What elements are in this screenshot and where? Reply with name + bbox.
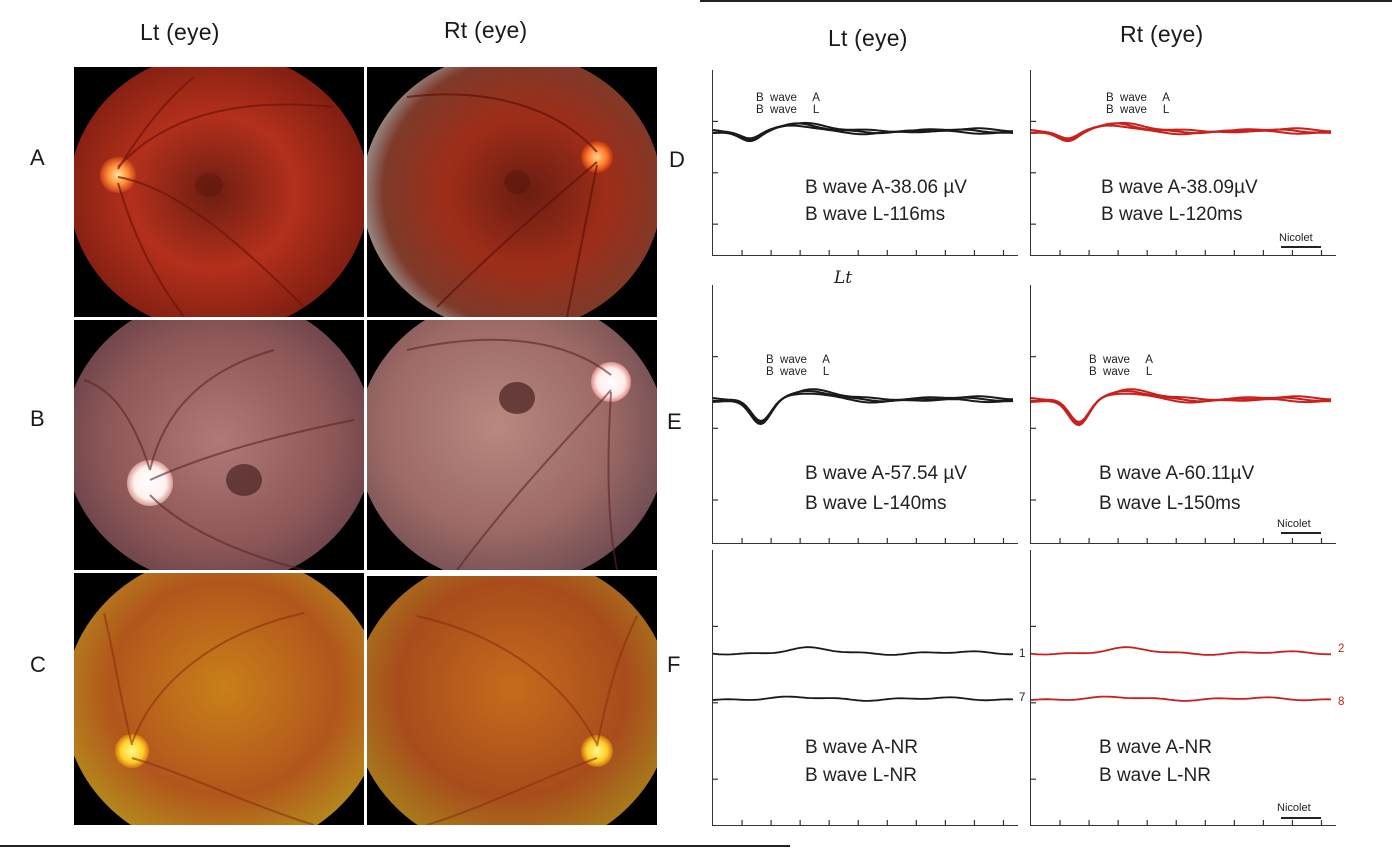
erg-trace: [712, 625, 1014, 825]
b-wave-latency-marker: B wave L: [1106, 104, 1170, 116]
erg-panel-e-left: B wave A B wave L B wave A-57.54 µV B wa…: [712, 285, 1018, 544]
b-wave-latency-marker: B wave L: [756, 104, 820, 116]
fundus-photo-a-left: [74, 67, 364, 317]
b-wave-amplitude: B wave A-NR: [805, 737, 918, 758]
row-label-a: A: [30, 145, 45, 170]
channel-label-top: 2: [1338, 643, 1345, 655]
erg-waveform: [1030, 388, 1332, 424]
erg-waveform: [1030, 646, 1332, 656]
b-wave-amplitude: B wave A-57.54 µV: [805, 463, 967, 484]
erg-trace: [1030, 356, 1332, 543]
channel-label-top: 1: [1019, 648, 1026, 660]
fundus-photo-b-left: [74, 320, 364, 570]
row-label-f: F: [667, 652, 681, 677]
fundus-photo-b-right: [367, 320, 657, 570]
row-label-c: C: [30, 652, 46, 677]
erg-trace: [1030, 625, 1332, 825]
erg-waveform: [712, 646, 1014, 656]
row-label-d: D: [669, 147, 685, 172]
erg-waveform: [712, 392, 1013, 426]
erg-waveform: [712, 695, 1014, 702]
scale-label: Nicolet: [1277, 802, 1311, 814]
b-wave-amplitude: B wave A-38.09µV: [1101, 177, 1258, 198]
b-wave-amplitude-marker: B wave A: [1089, 354, 1153, 366]
erg-waveform: [712, 388, 1014, 423]
erg-trace: [712, 356, 1014, 543]
erg-waveform: [712, 390, 1014, 425]
fundus-right-eye-header: Rt (eye): [444, 17, 528, 43]
b-wave-amplitude: B wave A-38.06 µV: [805, 177, 967, 198]
handwritten-note: Lt: [834, 268, 853, 288]
scale-label: Nicolet: [1279, 232, 1313, 244]
b-wave-latency: B wave L-150ms: [1099, 493, 1241, 514]
b-wave-amplitude-marker: B wave A: [766, 354, 830, 366]
erg-panel-d-right: B wave A B wave L B wave A-38.09µV B wav…: [1030, 70, 1336, 256]
b-wave-amplitude: B wave A-60.11µV: [1099, 463, 1255, 484]
erg-trace: [1030, 120, 1332, 255]
row-label-b: B: [30, 406, 45, 431]
erg-panel-e-right: B wave A B wave L B wave A-60.11µV B wav…: [1030, 285, 1336, 544]
erg-panel-f-right: 2 8 B wave A-NR B wave L-NR Nicolet: [1030, 550, 1344, 826]
b-wave-latency-marker: B wave L: [1089, 366, 1153, 378]
fundus-photo-c-left: [74, 573, 364, 825]
b-wave-amplitude-marker: B wave A: [1106, 92, 1170, 104]
fundus-left-eye-header: Lt (eye): [140, 19, 220, 45]
b-wave-amplitude: B wave A-NR: [1099, 737, 1212, 758]
erg-waveform: [712, 124, 1014, 143]
b-wave-latency: B wave L-140ms: [805, 493, 947, 514]
fundus-photo-c-right: [367, 576, 657, 825]
erg-waveform: [1030, 392, 1331, 427]
scale-bar: [1281, 246, 1321, 248]
b-wave-latency: B wave L-NR: [805, 765, 917, 786]
row-label-e: E: [667, 409, 682, 434]
erg-panel-f-left: 1 7 B wave A-NR B wave L-NR: [712, 550, 1025, 826]
channel-label-bottom: 8: [1338, 696, 1345, 708]
erg-right-eye-header: Rt (eye): [1120, 21, 1204, 47]
scale-bar: [1281, 532, 1321, 534]
fundus-photo-a-right: [367, 67, 657, 317]
b-wave-amplitude-marker: B wave A: [756, 92, 820, 104]
channel-label-bottom: 7: [1019, 692, 1026, 704]
b-wave-latency-marker: B wave L: [766, 366, 830, 378]
b-wave-latency: B wave L-120ms: [1101, 204, 1243, 225]
erg-trace: [712, 120, 1014, 255]
erg-left-eye-header: Lt (eye): [828, 25, 908, 51]
erg-waveform: [1030, 124, 1332, 143]
scale-bar: [1281, 817, 1321, 819]
b-wave-latency: B wave L-NR: [1099, 765, 1211, 786]
erg-panel-d-left: B wave A B wave L B wave A-38.06 µV B wa…: [712, 70, 1018, 256]
b-wave-latency: B wave L-116ms: [805, 204, 946, 225]
erg-waveform: [1030, 695, 1332, 702]
scale-label: Nicolet: [1277, 518, 1311, 530]
